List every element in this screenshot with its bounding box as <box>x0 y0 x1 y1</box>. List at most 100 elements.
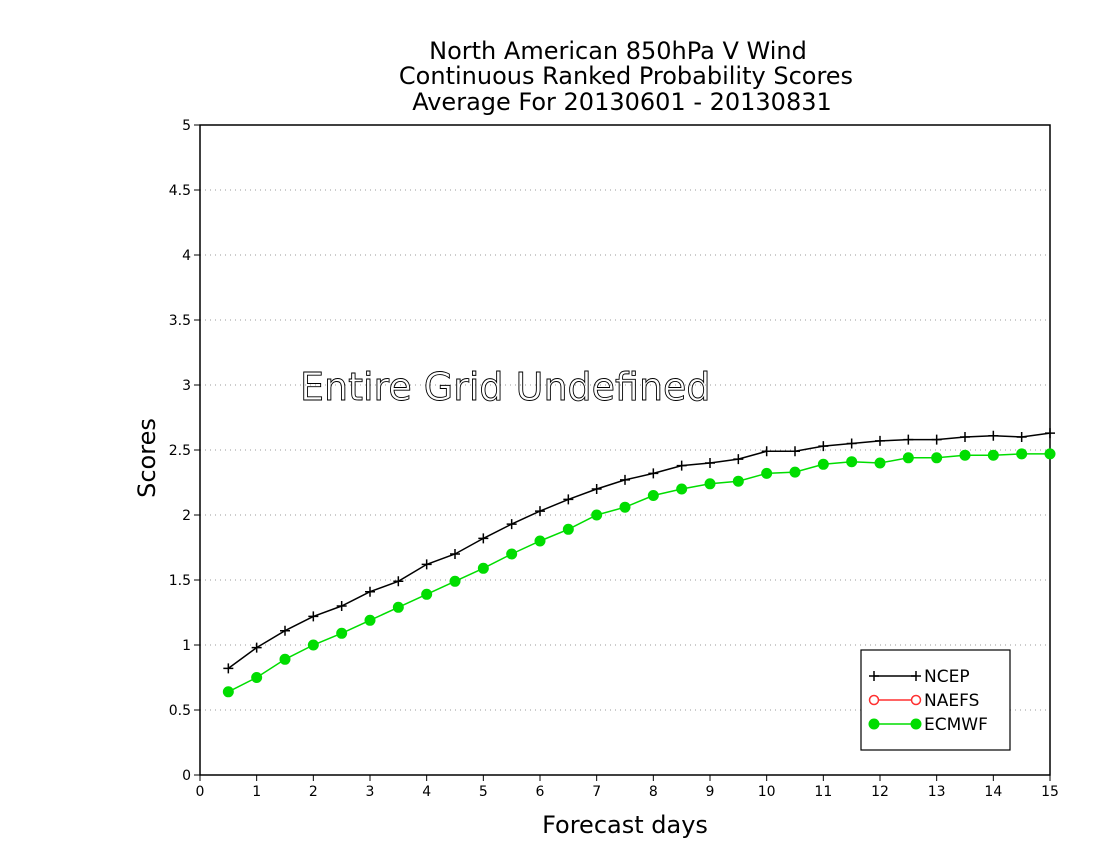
series-ncep-point <box>931 434 942 445</box>
y-tick-label: 4 <box>182 248 191 264</box>
legend-swatch-marker <box>911 671 921 681</box>
grid-lines <box>200 189 1050 711</box>
series-ecmwf-point <box>647 490 659 501</box>
series-ecmwf-point <box>534 535 546 547</box>
legend-swatch-marker <box>910 718 922 730</box>
y-tick-label: 3 <box>182 378 191 394</box>
series-ecmwf-point <box>1044 448 1056 460</box>
series-ncep-point <box>1045 428 1055 439</box>
x-tick-label: 3 <box>366 784 375 800</box>
series-ecmwf-point <box>251 672 263 683</box>
series-ecmwf-point <box>307 639 319 651</box>
x-tick-label: 5 <box>479 784 488 800</box>
x-tick-label: 13 <box>928 784 946 800</box>
series-ncep-point <box>478 533 489 544</box>
x-tick-label: 10 <box>758 784 776 800</box>
annotation-text: Entire Grid Undefined <box>300 365 711 409</box>
x-tick-label: 2 <box>309 784 318 800</box>
series-ecmwf-point <box>732 475 744 487</box>
series-ncep-point <box>563 494 574 505</box>
series-ncep-point <box>365 586 375 597</box>
series-ecmwf-point <box>392 601 404 613</box>
legend: NCEP NAEFS ECMWF <box>860 649 1011 751</box>
x-tick-label: 7 <box>592 784 601 800</box>
series-ecmwf-point <box>364 614 376 626</box>
series-ecmwf-point <box>506 548 518 560</box>
series-ecmwf-point <box>902 452 914 464</box>
series-ecmwf-point <box>676 483 688 495</box>
chart-title-line-3: Average For 20130601 - 20130831 <box>412 88 832 116</box>
series-ecmwf <box>222 448 1056 698</box>
series-ecmwf-point <box>477 562 489 574</box>
series-ncep-point <box>648 468 659 479</box>
series-ncep <box>223 428 1055 674</box>
y-tick-label: 3.5 <box>169 313 191 329</box>
series-ecmwf-point <box>704 478 716 490</box>
series-ncep-point <box>620 474 630 485</box>
series-ecmwf-point <box>846 456 858 468</box>
series-ncep-point <box>393 576 404 587</box>
legend-swatch-marker <box>868 694 880 706</box>
legend-swatch-marker <box>869 671 879 681</box>
legend-entries: NCEP NAEFS ECMWF <box>868 667 988 735</box>
series-ecmwf-point <box>336 627 348 639</box>
series-ecmwf-point <box>959 449 971 461</box>
x-tick-label: 4 <box>422 784 431 800</box>
series-ncep-point <box>818 441 829 452</box>
x-tick-label: 8 <box>649 784 658 800</box>
series-ncep-point <box>790 446 800 457</box>
series-ecmwf-point <box>1016 448 1028 460</box>
series-ecmwf-point <box>789 466 801 478</box>
y-tick-label: 0 <box>182 768 191 784</box>
y-tick-label: 1.5 <box>169 573 191 589</box>
series-ecmwf-point <box>817 458 829 470</box>
x-tick-label: 14 <box>984 784 1002 800</box>
series-ncep-point <box>506 519 517 530</box>
series-ecmwf-point <box>222 686 234 698</box>
legend-entry-ecmwf: ECMWF <box>868 715 988 735</box>
x-tick-label: 15 <box>1041 784 1059 800</box>
y-tick-label: 5 <box>182 118 191 134</box>
x-axis-label: Forecast days <box>542 811 708 839</box>
series-ncep-point <box>846 438 857 449</box>
y-tick-label: 2.5 <box>169 443 191 459</box>
series-ncep-point <box>535 506 545 517</box>
series-layer <box>222 428 1056 698</box>
series-ncep-point <box>450 549 460 559</box>
series-ncep-point <box>761 446 772 457</box>
series-ncep-point <box>960 432 970 442</box>
series-ecmwf-point <box>987 449 999 461</box>
series-ecmwf-point <box>421 588 433 600</box>
legend-swatch-marker <box>868 718 880 730</box>
series-ncep-point <box>705 458 715 468</box>
y-axis-label: Scores <box>133 418 161 498</box>
x-tick-label: 6 <box>536 784 545 800</box>
series-ncep-point <box>733 454 744 465</box>
series-ncep-point <box>336 601 347 611</box>
legend-entry-ncep: NCEP <box>869 667 970 687</box>
series-ecmwf-point <box>591 509 603 521</box>
legend-label-ecmwf: ECMWF <box>924 715 988 735</box>
series-ncep-point <box>280 625 290 636</box>
y-tick-label: 2 <box>182 508 191 524</box>
series-ecmwf-point <box>874 457 886 469</box>
series-ecmwf-point <box>279 653 291 665</box>
x-tick-label: 0 <box>196 784 205 800</box>
series-ncep-point <box>421 559 432 570</box>
series-ncep-point <box>251 642 262 653</box>
series-ncep-point <box>676 460 687 471</box>
series-ecmwf-point <box>562 523 574 535</box>
x-tick-label: 12 <box>871 784 889 800</box>
series-ecmwf-point <box>931 452 943 464</box>
y-tick-label: 0.5 <box>169 703 191 719</box>
series-ncep-point <box>308 611 319 622</box>
series-ncep-line <box>227 432 1051 670</box>
x-tick-label: 11 <box>814 784 832 800</box>
y-axis-ticks: 0 0.5 1 1.5 2 2.5 3 3.5 4 4.5 5 <box>169 118 200 784</box>
series-ncep-point <box>875 435 885 446</box>
legend-label-naefs: NAEFS <box>924 691 979 711</box>
chart-title-line-2: Continuous Ranked Probability Scores <box>399 62 853 90</box>
y-tick-label: 1 <box>182 638 191 654</box>
y-tick-label: 4.5 <box>169 183 191 199</box>
